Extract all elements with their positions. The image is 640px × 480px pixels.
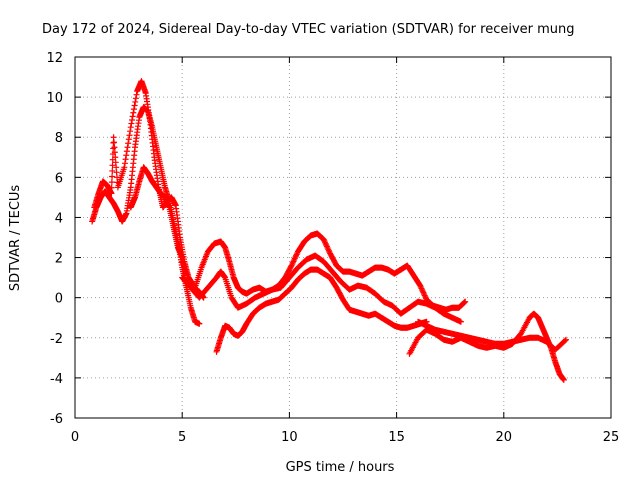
x-tick-label: 15 [388, 430, 405, 445]
y-tick-label: -4 [50, 372, 63, 387]
y-tick-label: 4 [55, 211, 63, 226]
data-point [110, 145, 117, 152]
data-point [122, 156, 129, 163]
data-point [129, 116, 136, 123]
data-point [109, 167, 116, 174]
series-track-h [415, 318, 569, 353]
data-point [196, 320, 203, 327]
data-point [127, 124, 134, 131]
y-tick-label: 6 [55, 171, 63, 186]
x-tick-label: 10 [281, 430, 298, 445]
data-point [123, 152, 130, 159]
data-point [128, 120, 135, 127]
series-track-c [127, 164, 186, 261]
data-point [561, 337, 568, 344]
y-tick-label: 12 [46, 51, 63, 66]
y-tick-label: -2 [50, 332, 63, 347]
grid-lines [75, 57, 611, 418]
data-point [133, 91, 140, 98]
data-point [109, 162, 116, 169]
data-point [108, 190, 115, 197]
data-point [462, 298, 469, 305]
data-point [121, 164, 128, 171]
data-point [111, 144, 118, 151]
data-point [108, 184, 115, 191]
y-tick-label: -6 [50, 412, 63, 427]
data-point [132, 98, 139, 105]
y-tick-label: 10 [46, 91, 63, 106]
x-tick-label: 0 [71, 430, 79, 445]
plot-frame [74, 56, 612, 419]
data-point [126, 132, 133, 139]
chart-title: Day 172 of 2024, Sidereal Day-to-day VTE… [42, 22, 575, 37]
data-point [111, 149, 118, 156]
series-track-a [89, 104, 203, 327]
data-point [110, 139, 117, 146]
data-point [461, 299, 468, 306]
data-point [562, 336, 569, 343]
data-point [129, 113, 136, 120]
data-point [132, 95, 139, 102]
data-marks [89, 78, 569, 383]
y-axis-label: SDTVAR / TECUs [8, 185, 23, 292]
series-track-b [91, 78, 207, 301]
data-point [131, 102, 138, 109]
data-point [124, 144, 131, 151]
data-point [287, 263, 294, 270]
data-point [125, 136, 132, 143]
data-point [121, 160, 128, 167]
x-tick-label: 5 [178, 430, 186, 445]
y-tick-label: 0 [55, 292, 63, 307]
data-point [560, 376, 567, 383]
series-track-f [213, 266, 430, 355]
data-point [130, 106, 137, 113]
data-point [109, 173, 116, 180]
data-point [130, 109, 137, 116]
data-point [127, 128, 134, 135]
data-point [110, 134, 117, 141]
data-point [125, 140, 132, 147]
series-track-g [406, 310, 567, 383]
x-axis-label: GPS time / hours [286, 460, 395, 475]
axis-ticks: 0 5 10 15 20 25 -6 -4 -2 0 2 4 6 8 10 12 [46, 51, 619, 445]
x-tick-label: 20 [496, 430, 513, 445]
y-tick-label: 8 [55, 131, 63, 146]
data-point [113, 164, 120, 171]
x-tick-label: 25 [603, 430, 620, 445]
data-point [460, 299, 467, 306]
series-track-e [179, 252, 464, 325]
data-point [111, 139, 118, 146]
data-point [457, 318, 464, 325]
data-point [113, 169, 120, 176]
data-point [108, 179, 115, 186]
y-tick-label: 2 [55, 252, 63, 267]
data-point [112, 154, 119, 161]
data-point [112, 159, 119, 166]
data-point [123, 148, 130, 155]
